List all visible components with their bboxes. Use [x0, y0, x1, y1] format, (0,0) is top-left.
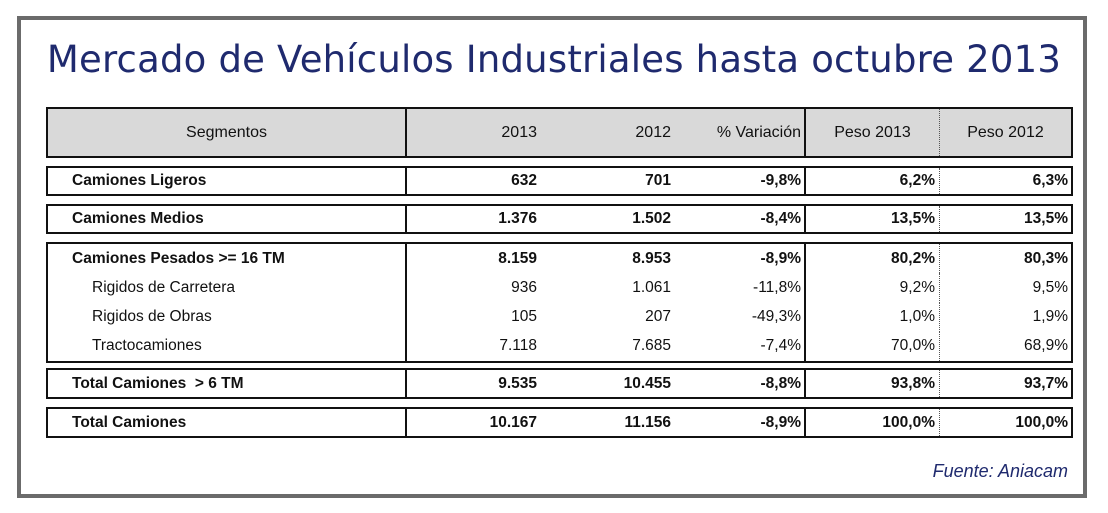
value-peso-2013: 80,2%	[806, 244, 940, 274]
value-peso-2013: 70,0%	[806, 331, 940, 361]
header-2012: 2012	[635, 123, 671, 141]
value-2012: 1.502	[632, 210, 671, 227]
value-peso-2013: 6,2%	[806, 168, 940, 194]
value-2013: 936	[511, 278, 537, 296]
header-peso-2013: Peso 2013	[806, 109, 940, 156]
value-variation: -7,4%	[671, 331, 806, 361]
value-peso-2012: 80,3%	[1024, 249, 1068, 267]
table-row: Rigidos de Obras 105 207 -49,3% 1,0% 1,9…	[48, 302, 1071, 332]
table-group-pesados: Camiones Pesados >= 16 TM 8.159 8.953 -8…	[46, 242, 1073, 363]
value-peso-2013: 93,8%	[806, 370, 940, 397]
value-variation: -49,3%	[671, 302, 806, 332]
table-header: Segmentos 2013 2012 % Variación Peso 201…	[46, 107, 1073, 158]
segment-name: Total Camiones > 6 TM	[48, 370, 407, 397]
value-2013: 8.159	[498, 249, 537, 267]
segment-name: Camiones Ligeros	[48, 168, 407, 194]
value-variation: -9,8%	[671, 168, 806, 194]
table-row: Rigidos de Carretera 936 1.061 -11,8% 9,…	[48, 273, 1071, 303]
value-2013: 105	[511, 308, 537, 326]
value-peso-2012: 93,7%	[1024, 374, 1068, 392]
value-peso-2012: 1,9%	[1032, 308, 1068, 326]
table-row: Camiones Ligeros 632 701 -9,8% 6,2% 6,3%	[46, 166, 1073, 196]
value-variation: -11,8%	[671, 273, 806, 303]
value-2012: 207	[645, 308, 671, 326]
header-peso-2012: Peso 2012	[967, 123, 1044, 141]
header-2013: 2013	[501, 123, 537, 141]
value-peso-2013: 100,0%	[806, 409, 940, 436]
value-variation: -8,9%	[671, 409, 806, 436]
value-2012: 8.953	[632, 249, 671, 267]
value-peso-2012: 13,5%	[1024, 210, 1068, 227]
value-2012: 7.685	[632, 337, 671, 355]
segment-name: Camiones Pesados >= 16 TM	[48, 244, 407, 274]
value-2013: 7.118	[499, 337, 537, 355]
value-2012: 10.455	[623, 374, 671, 392]
value-2013: 632	[511, 172, 537, 189]
value-variation: -8,4%	[671, 206, 806, 232]
table-row-total-6tm: Total Camiones > 6 TM 9.535 10.455 -8,8%…	[46, 368, 1073, 399]
value-2013: 10.167	[489, 413, 537, 431]
value-variation: -8,8%	[671, 370, 806, 397]
header-variacion: % Variación	[671, 109, 806, 156]
segment-name: Rigidos de Carretera	[48, 273, 407, 303]
table-row: Camiones Pesados >= 16 TM 8.159 8.953 -8…	[48, 244, 1071, 274]
value-2012: 701	[645, 172, 671, 189]
table-row: Camiones Medios 1.376 1.502 -8,4% 13,5% …	[46, 204, 1073, 234]
value-peso-2012: 100,0%	[1015, 413, 1068, 431]
segment-name: Rigidos de Obras	[48, 302, 407, 332]
page-title: Mercado de Vehículos Industriales hasta …	[46, 38, 1062, 81]
value-peso-2013: 9,2%	[806, 273, 940, 303]
value-peso-2012: 68,9%	[1024, 337, 1068, 355]
value-peso-2012: 9,5%	[1032, 278, 1068, 296]
value-2013: 9.535	[498, 374, 537, 392]
segment-name: Tractocamiones	[48, 331, 407, 361]
header-segmentos: Segmentos	[48, 109, 407, 156]
value-peso-2013: 1,0%	[806, 302, 940, 332]
value-peso-2012: 6,3%	[1032, 172, 1068, 189]
value-2012: 11.156	[624, 413, 671, 431]
table-row-total: Total Camiones 10.167 11.156 -8,9% 100,0…	[46, 407, 1073, 438]
value-variation: -8,9%	[671, 244, 806, 274]
segment-name: Total Camiones	[48, 409, 407, 436]
value-2013: 1.376	[498, 210, 537, 227]
source-note: Fuente: Aniacam	[932, 461, 1068, 481]
document-frame	[17, 16, 1087, 498]
value-peso-2013: 13,5%	[806, 206, 940, 232]
value-2012: 1.061	[632, 278, 671, 296]
table-row: Tractocamiones 7.118 7.685 -7,4% 70,0% 6…	[48, 331, 1071, 361]
segment-name: Camiones Medios	[48, 206, 407, 232]
